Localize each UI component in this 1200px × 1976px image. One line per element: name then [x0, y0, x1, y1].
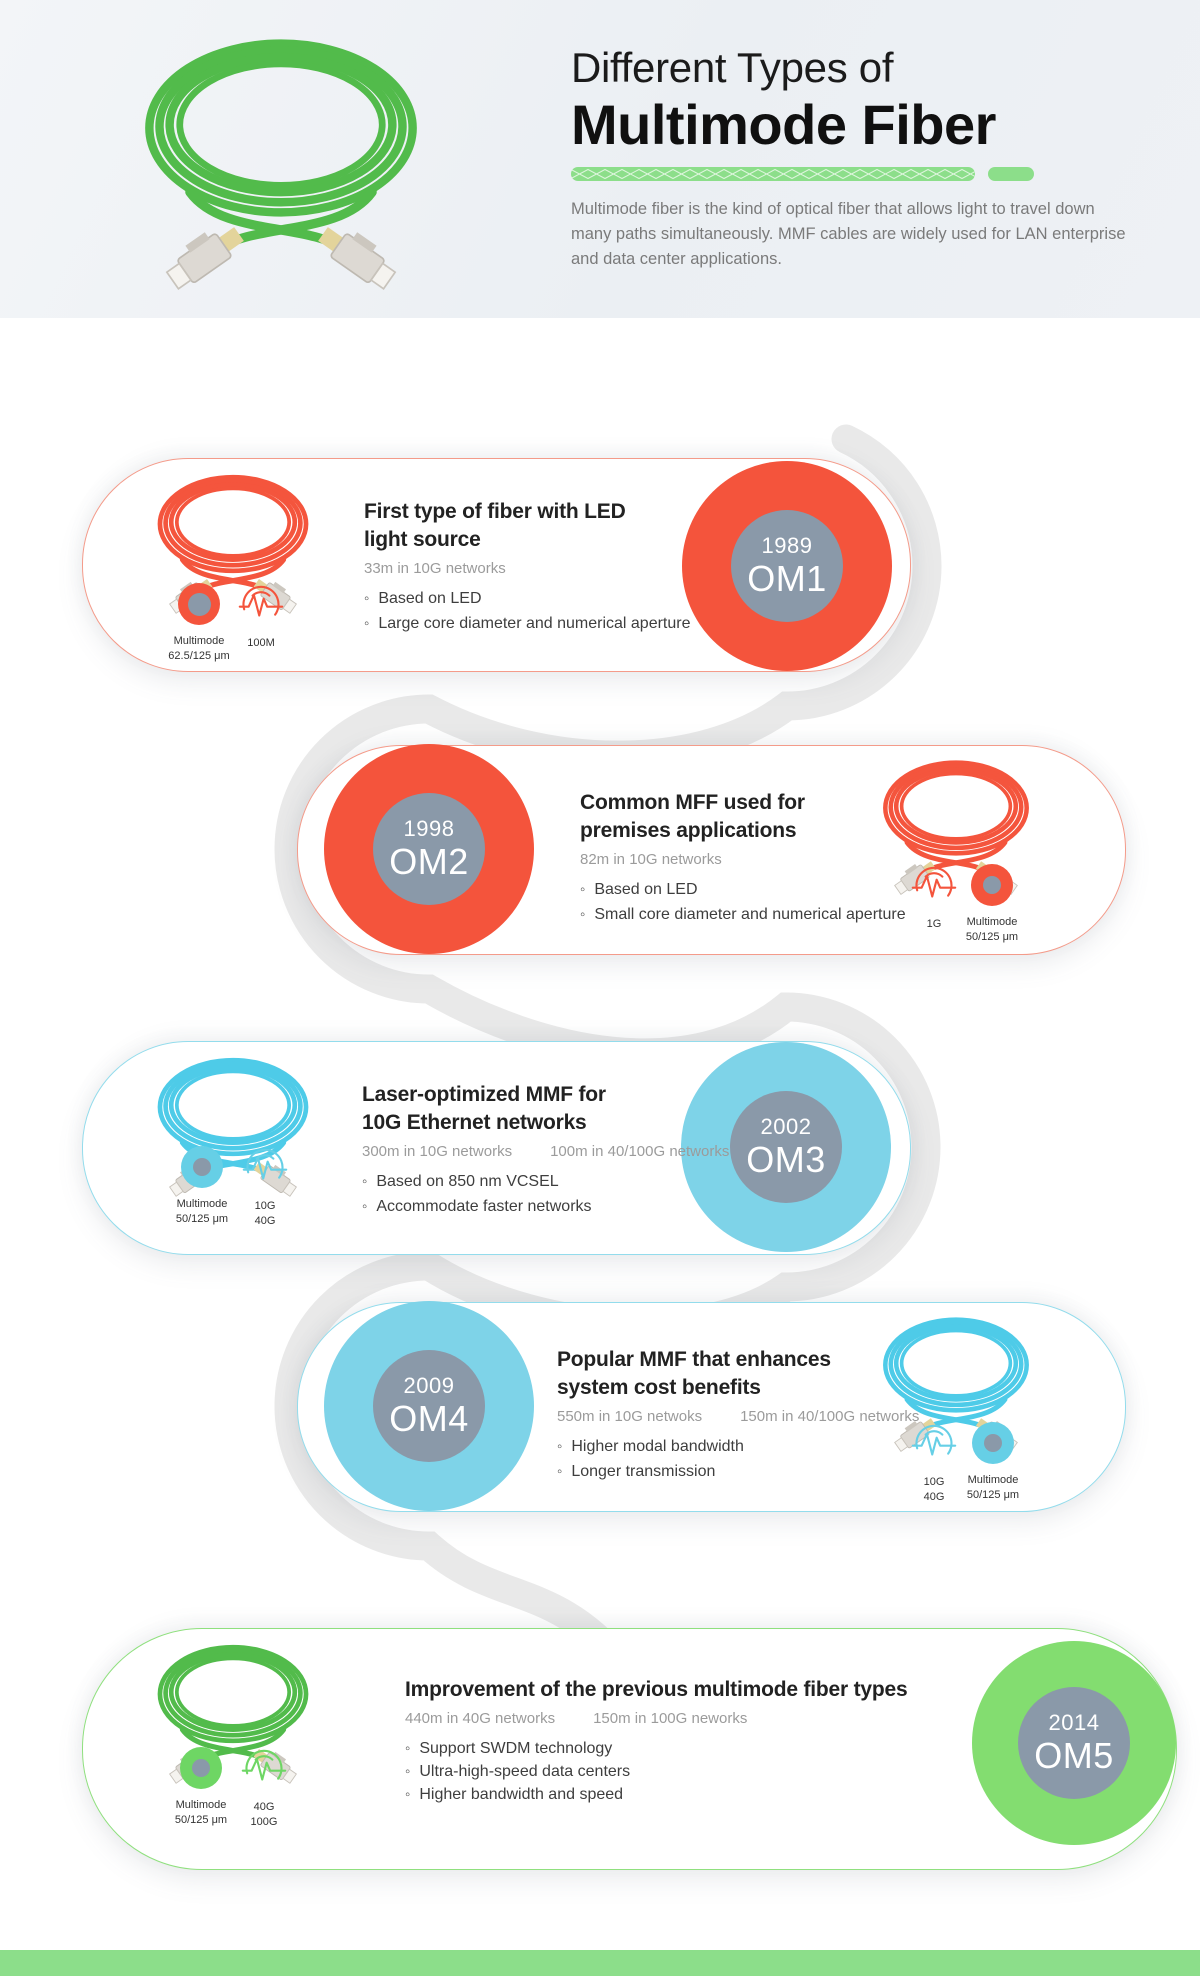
- fiber-core-icon: [972, 1422, 1014, 1464]
- om3-text-block: Laser-optimized MMF for 10G Ethernet net…: [362, 1081, 729, 1223]
- bullet: Accommodate faster networks: [362, 1198, 729, 1216]
- om2-distances: 82m in 10G networks: [580, 851, 722, 868]
- fiber-core-icon: [181, 1146, 223, 1188]
- speed-pulse-icon: [241, 1749, 287, 1781]
- speed-pulse-icon: [238, 585, 284, 617]
- om3-year: 2002: [760, 1113, 812, 1139]
- om2-year-circle: 1998 OM2: [324, 744, 534, 954]
- bullet: Based on 850 nm VCSEL: [362, 1173, 729, 1191]
- om4-bullets: Higher modal bandwidth Longer transmissi…: [557, 1438, 919, 1481]
- om3-core-feature: Multimode 50/125 μm: [157, 1144, 247, 1227]
- om5-bullets: Support SWDM technology Ultra-high-speed…: [405, 1740, 907, 1804]
- fiber-core-center: [193, 1158, 211, 1176]
- om4-distances: 550m in 10G netwoks 150m in 40/100G netwo…: [557, 1408, 920, 1425]
- om4-year: 2009: [403, 1372, 455, 1398]
- bullet: Higher bandwidth and speed: [405, 1786, 907, 1804]
- om1-year-circle: 1989 OM1: [682, 461, 892, 671]
- fiber-core-center: [984, 1434, 1002, 1452]
- intro-line: Multimode fiber is the kind of optical f…: [571, 200, 1095, 218]
- om5-core-feature: Multimode 50/125 μm: [156, 1745, 246, 1828]
- fiber-core-icon: [971, 864, 1013, 906]
- core-label: Multimode 50/125 μm: [966, 1474, 1020, 1501]
- om1-heading: First type of fiber with LED light sourc…: [364, 500, 626, 551]
- om4-label: OM4: [389, 1397, 469, 1439]
- om2-speed-feature: 1G: [889, 862, 979, 932]
- bullet: Longer transmission: [557, 1463, 919, 1481]
- om5-speed-feature: 40G 100G: [219, 1745, 309, 1830]
- bullet: Support SWDM technology: [405, 1740, 907, 1758]
- om2-text-block: Common MFF used for premises application…: [580, 789, 906, 931]
- fiber-core-icon: [178, 583, 220, 625]
- bullet: Small core diameter and numerical apertu…: [580, 906, 905, 924]
- om4-speed-feature: 10G 40G: [889, 1420, 979, 1505]
- fiber-core-icon: [180, 1747, 222, 1789]
- om3-bullets: Based on 850 nm VCSEL Accommodate faster…: [362, 1173, 729, 1216]
- green-ribbon-dash: [988, 167, 1034, 181]
- om4-heading: Popular MMF that enhances system cost be…: [557, 1348, 831, 1399]
- om1-year-inner-circle: 1989 OM1: [731, 510, 843, 622]
- intro-line: many paths simultaneously. MMF cables ar…: [571, 224, 1126, 243]
- om5-distances: 440m in 40G networks 150m in 100G neworks: [405, 1710, 748, 1727]
- om5-year-circle: 2014 OM5: [972, 1641, 1176, 1845]
- footer-green-bar: [0, 1950, 1200, 1976]
- om3-year-circle: 2002 OM3: [681, 1042, 891, 1252]
- speed-label: 10G 40G: [923, 1476, 945, 1503]
- bullet: Ultra-high-speed data centers: [405, 1763, 907, 1781]
- core-label: Multimode 50/125 μm: [965, 916, 1019, 943]
- om3-label: OM3: [746, 1138, 826, 1180]
- core-label: Multimode 62.5/125 μm: [168, 635, 230, 662]
- om1-core-feature: Multimode 62.5/125 μm: [154, 581, 244, 664]
- om3-speed-feature: 10G 40G: [220, 1144, 310, 1229]
- om2-heading: Common MFF used for premises application…: [580, 791, 805, 842]
- om1-label: OM1: [747, 557, 827, 599]
- om4-year-inner-circle: 2009 OM4: [373, 1350, 485, 1462]
- core-label: Multimode 50/125 μm: [174, 1799, 228, 1826]
- bullet: Based on LED: [580, 881, 906, 899]
- om5-heading: Improvement of the previous multimode fi…: [405, 1678, 908, 1701]
- om2-bullets: Based on LED Small core diameter and num…: [580, 881, 906, 924]
- om4-text-block: Popular MMF that enhances system cost be…: [557, 1346, 919, 1488]
- fiber-core-center: [983, 876, 1001, 894]
- om3-heading: Laser-optimized MMF for 10G Ethernet net…: [362, 1083, 606, 1134]
- om1-year: 1989: [761, 532, 813, 558]
- intro-line: and data center applications.: [571, 249, 782, 268]
- speed-label: 100M: [247, 637, 275, 649]
- page-title-line2: Multimode Fiber: [571, 93, 996, 156]
- bullet: Large core diameter and numerical apertu…: [364, 615, 690, 633]
- om1-distances: 33m in 10G networks: [364, 560, 506, 577]
- om5-year-inner-circle: 2014 OM5: [1018, 1687, 1130, 1799]
- om4-core-feature: Multimode 50/125 μm: [948, 1420, 1038, 1503]
- intro-paragraph: Multimode fiber is the kind of optical f…: [571, 197, 1126, 271]
- green-fiber-cable-image: [95, 20, 467, 290]
- om5-text-block: Improvement of the previous multimode fi…: [405, 1676, 908, 1809]
- bullet: Based on LED: [364, 590, 691, 608]
- bullet: Higher modal bandwidth: [557, 1438, 919, 1456]
- speed-pulse-icon: [242, 1148, 288, 1180]
- speed-label: 40G 100G: [250, 1801, 278, 1828]
- speed-label: 10G 40G: [254, 1200, 276, 1227]
- fiber-core-center: [192, 1759, 210, 1777]
- om2-label: OM2: [389, 840, 469, 882]
- om1-speed-feature: 100M: [216, 581, 306, 651]
- om2-year-inner-circle: 1998 OM2: [373, 793, 485, 905]
- fiber-core-center: [187, 592, 211, 616]
- om1-text-block: First type of fiber with LED light sourc…: [364, 498, 691, 640]
- page-title-line1: Different Types of: [571, 44, 894, 91]
- om2-core-feature: Multimode 50/125 μm: [947, 862, 1037, 945]
- om2-year: 1998: [403, 815, 455, 841]
- om3-distances: 300m in 10G networks 100m in 40/100G netw…: [362, 1143, 730, 1160]
- green-ribbon-divider: [571, 167, 975, 181]
- om3-year-inner-circle: 2002 OM3: [730, 1091, 842, 1203]
- om1-bullets: Based on LED Large core diameter and num…: [364, 590, 691, 633]
- om5-label: OM5: [1034, 1734, 1114, 1776]
- om5-year: 2014: [1048, 1709, 1100, 1735]
- core-label: Multimode 50/125 μm: [175, 1198, 229, 1225]
- om4-year-circle: 2009 OM4: [324, 1301, 534, 1511]
- speed-label: 1G: [926, 918, 942, 930]
